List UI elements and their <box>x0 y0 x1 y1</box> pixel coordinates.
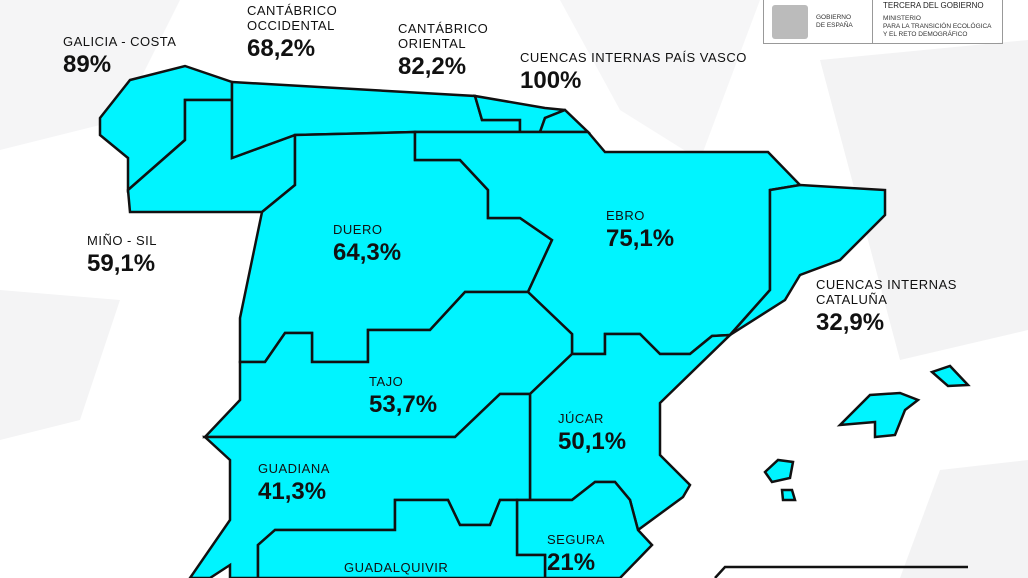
label-cantabrico-occidental: CANTÁBRICO OCCIDENTAL 68,2% <box>247 3 347 63</box>
basin-value: 53,7% <box>369 391 438 418</box>
basin-value: 75,1% <box>606 225 675 252</box>
basin-value: 64,3% <box>333 239 402 266</box>
basin-value: 41,3% <box>258 478 327 505</box>
label-pais-vasco: CUENCAS INTERNAS PAÍS VASCO 100% <box>520 50 747 95</box>
island-formentera[interactable] <box>780 488 797 502</box>
basin-value: 100% <box>520 67 582 94</box>
canary-box-line <box>714 565 968 578</box>
island-mallorca[interactable] <box>836 391 921 439</box>
region-cataluna[interactable] <box>729 183 887 337</box>
logo-ministry-line3: Y EL RETO DEMOGRÁFICO <box>883 31 968 38</box>
label-cantabrico-oriental: CANTÁBRICO ORIENTAL 82,2% <box>398 21 498 81</box>
island-menorca[interactable] <box>929 364 971 388</box>
logo-top-line: TERCERA DEL GOBIERNO <box>883 1 984 10</box>
region-guadalquivir[interactable] <box>256 498 547 578</box>
label-duero: DUERO 64,3% <box>333 222 401 267</box>
logo-gov-line2: DE ESPAÑA <box>816 21 853 29</box>
label-mino-sil: MIÑO - SIL 59,1% <box>87 233 157 278</box>
label-galicia-costa: GALICIA - COSTA 89% <box>63 34 176 79</box>
basin-value: 89% <box>63 51 112 78</box>
basin-value: 50,1% <box>558 428 627 455</box>
label-ebro: EBRO 75,1% <box>606 208 674 253</box>
logo-ministry-line1: MINISTERIO <box>883 15 921 22</box>
basin-name: CANTÁBRICO OCCIDENTAL <box>247 3 338 33</box>
logo-ministry-line2: PARA LA TRANSICIÓN ECOLÓGICA <box>883 23 992 30</box>
coat-of-arms-icon <box>772 4 808 39</box>
basin-name: CANTÁBRICO ORIENTAL <box>398 21 489 51</box>
basin-name: CUENCAS INTERNAS CATALUÑA <box>816 277 957 307</box>
basin-name: TAJO <box>369 374 404 389</box>
basin-name: GALICIA - COSTA <box>63 34 177 49</box>
basin-name: JÚCAR <box>558 411 604 426</box>
basin-name: EBRO <box>606 208 645 223</box>
label-cataluna: CUENCAS INTERNAS CATALUÑA 32,9% <box>816 277 966 337</box>
government-logo: GOBIERNO DE ESPAÑA TERCERA DEL GOBIERNO … <box>763 0 1028 44</box>
basin-value: 21% <box>547 549 596 576</box>
basin-value: 82,2% <box>398 53 467 80</box>
label-guadalquivir: GUADALQUIVIR <box>344 560 448 575</box>
basin-name: GUADIANA <box>258 461 330 476</box>
island-ibiza[interactable] <box>763 458 795 484</box>
basin-value: 59,1% <box>87 250 156 277</box>
logo-gov-line1: GOBIERNO <box>816 13 852 21</box>
basin-name: CUENCAS INTERNAS PAÍS VASCO <box>520 50 747 65</box>
basin-name: SEGURA <box>547 532 605 547</box>
label-guadiana: GUADIANA 41,3% <box>258 461 330 506</box>
label-tajo: TAJO 53,7% <box>369 374 437 419</box>
basin-name: MIÑO - SIL <box>87 233 158 248</box>
label-jucar: JÚCAR 50,1% <box>558 411 626 456</box>
basin-name: GUADALQUIVIR <box>344 560 449 575</box>
label-segura: SEGURA 21% <box>547 532 605 577</box>
basin-value: 68,2% <box>247 35 316 62</box>
basin-name: DUERO <box>333 222 383 237</box>
basin-value: 32,9% <box>816 309 885 336</box>
